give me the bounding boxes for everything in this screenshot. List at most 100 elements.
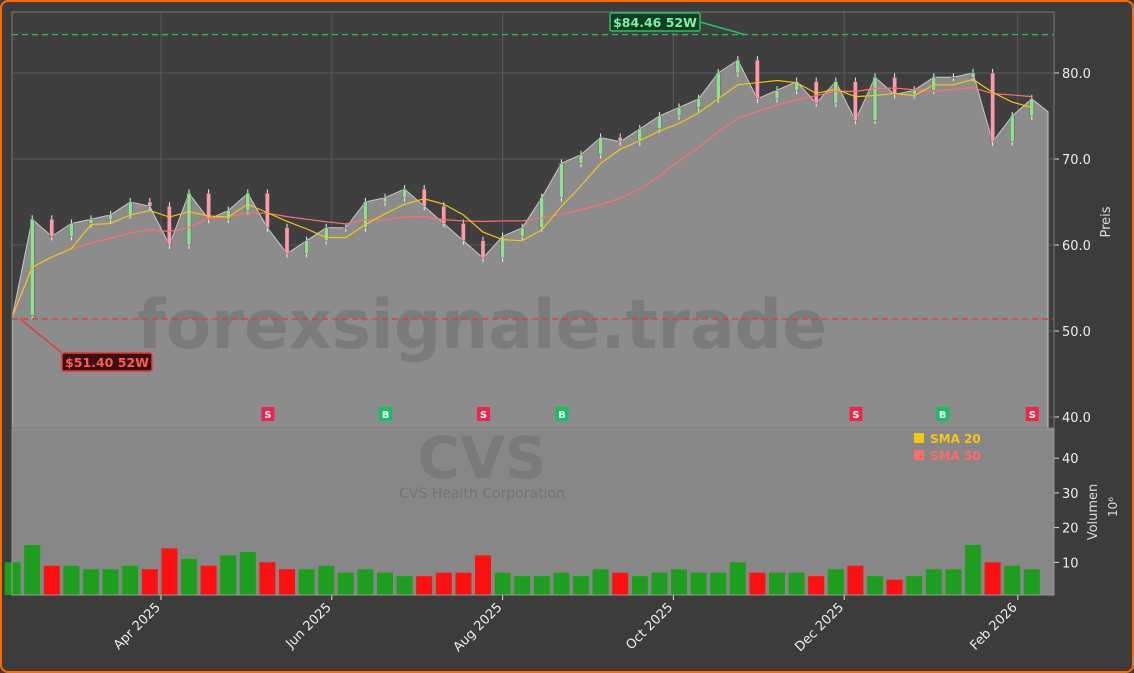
candle-body (147, 201, 153, 207)
price-axis-label: Preis (1099, 206, 1114, 237)
volume-bar (573, 576, 589, 595)
candle-body (461, 223, 466, 241)
volume-bar (298, 569, 315, 595)
signal-label: S (852, 410, 859, 421)
time-tick-label: Aug 2025 (451, 600, 506, 655)
volume-bar (377, 572, 393, 595)
price-tick-label: 80.0 (1062, 67, 1091, 82)
sell-signal-marker (261, 407, 275, 421)
legend-sma50: SMA 50 (930, 449, 981, 463)
volume-bar (122, 565, 139, 595)
legend-swatch-sma50 (914, 450, 924, 460)
candle-body (657, 115, 662, 130)
company-watermark: CVS Health Corporation (399, 486, 565, 502)
candle-body (304, 240, 309, 254)
candle-body (696, 98, 701, 108)
buy-signal-marker (936, 407, 950, 421)
volume-bar (83, 569, 99, 595)
time-tick-label: Apr 2025 (111, 600, 164, 653)
volume-bar (808, 576, 825, 595)
volume-bar (4, 562, 21, 595)
level-label-high: $84.46 52W (613, 15, 697, 30)
candle-body (872, 77, 878, 121)
volume-bar (357, 569, 374, 595)
time-tick-label: Jun 2025 (283, 600, 335, 652)
sma50-line (12, 87, 1032, 316)
volume-bar (710, 572, 727, 595)
volume-bar (533, 576, 550, 595)
volume-bar (867, 576, 883, 595)
volume-bar (925, 569, 942, 595)
signal-label: B (558, 410, 566, 421)
candle-body (284, 227, 290, 254)
volume-bar (161, 548, 178, 595)
volume-tick-label: 40 (1062, 452, 1079, 467)
candle-body (127, 201, 133, 216)
volume-bar (631, 576, 648, 595)
price-tick-label: 70.0 (1062, 153, 1091, 168)
candle-body (265, 193, 270, 228)
candle-body (422, 188, 427, 207)
volume-bar (847, 565, 864, 595)
volume-bar (141, 569, 158, 595)
level-arrow-low (19, 318, 63, 354)
candle-body (500, 236, 505, 259)
candle-body (402, 188, 407, 198)
time-tick-label: Oct 2025 (623, 600, 676, 653)
volume-axis-unit: 10⁶ (1106, 497, 1120, 517)
level-label-low: $51.40 52W (65, 355, 149, 370)
sell-signal-marker (849, 407, 863, 421)
signal-label: S (480, 410, 487, 421)
candle-body (225, 210, 231, 220)
level-arrow-high (699, 21, 746, 36)
volume-tick-label: 30 (1062, 487, 1079, 502)
candle-body (618, 137, 623, 143)
price-tick-label: 60.0 (1062, 239, 1091, 254)
candle-body (206, 193, 211, 220)
volume-bar (494, 572, 511, 595)
volume-bar (671, 569, 687, 595)
volume-bar (337, 572, 354, 595)
volume-tick-label: 20 (1062, 522, 1079, 537)
volume-bar (965, 544, 981, 595)
volume-bar (200, 565, 217, 595)
signal-label: S (1029, 410, 1036, 421)
volume-bar (729, 562, 746, 595)
candle-body (559, 163, 564, 198)
price-tick-label: 50.0 (1062, 325, 1091, 340)
candle-body (382, 197, 388, 203)
volume-bar (24, 544, 41, 595)
candle-body (245, 193, 251, 211)
candle-body (970, 72, 976, 78)
volume-bar (43, 565, 60, 595)
legend-sma20: SMA 20 (930, 432, 981, 446)
candle-body (774, 89, 780, 99)
sell-signal-marker (477, 407, 490, 421)
volume-bar (514, 576, 531, 595)
volume-panel-border (11, 428, 1055, 596)
volume-bar (1004, 565, 1021, 595)
volume-bar (612, 572, 629, 595)
candle-body (912, 89, 917, 95)
signal-label: B (939, 410, 947, 421)
candle-body (363, 201, 368, 228)
buy-signal-marker (555, 407, 569, 421)
candle-body (853, 81, 858, 121)
candle-body (520, 227, 525, 237)
volume-bar (435, 572, 452, 595)
volume-bar (769, 572, 785, 595)
legend-swatch-sma20 (914, 433, 924, 443)
candle-body (833, 81, 838, 104)
candle-body (441, 206, 446, 224)
volume-bar (181, 558, 197, 595)
candle-body (539, 197, 544, 228)
candle-body (637, 128, 642, 142)
volume-bar (475, 555, 491, 595)
candle-body (167, 206, 172, 246)
candle-body (88, 218, 94, 224)
candle-body (108, 214, 113, 220)
volume-bar (984, 562, 1001, 595)
volume-bar (396, 576, 413, 595)
sma20-line (12, 78, 1032, 316)
